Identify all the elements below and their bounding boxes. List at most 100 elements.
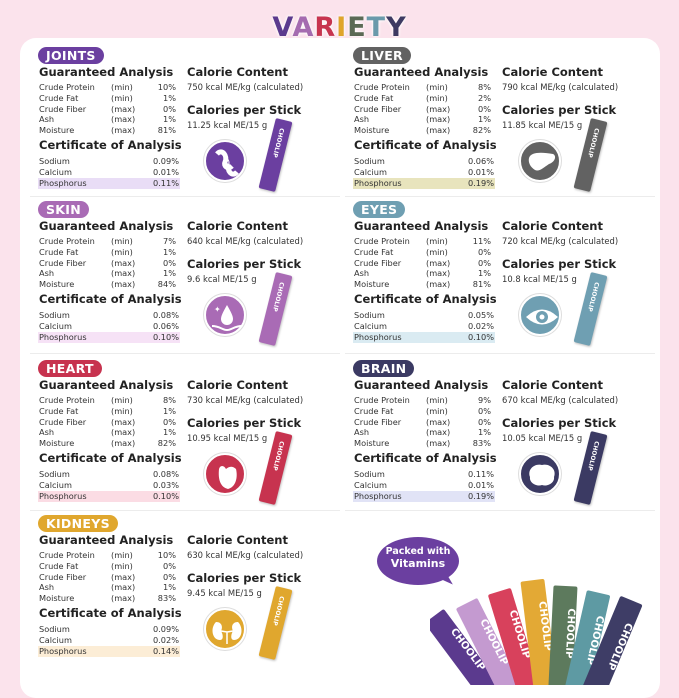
liver-icon bbox=[519, 140, 561, 182]
nutrient-qualifier: (max) bbox=[111, 427, 136, 438]
nutrient-qualifier: (max) bbox=[426, 125, 451, 136]
mineral-name: Calcium bbox=[39, 480, 72, 490]
liver-label: LIVER bbox=[353, 47, 411, 64]
panel-brain: BRAIN Guaranteed Analysis Crude Protein … bbox=[353, 360, 663, 510]
nutrient-name: Ash bbox=[354, 114, 370, 125]
bubble-line-2: Vitamins bbox=[390, 557, 446, 570]
nutrient-name: Crude Fiber bbox=[354, 257, 402, 268]
nutrient-name: Crude Protein bbox=[39, 82, 95, 92]
calorie-content-value: 640 kcal ME/kg (calculated) bbox=[187, 236, 304, 246]
nutrient-name: Moisture bbox=[354, 279, 390, 290]
nutrient-value: 0% bbox=[163, 416, 176, 427]
certificate-heading: Certificate of Analysis bbox=[39, 138, 182, 152]
guaranteed-row: Crude Fat (min) 2% bbox=[353, 93, 495, 104]
stick-brand: CHOOLIP bbox=[271, 440, 286, 472]
certificate-row: Sodium 0.08% bbox=[38, 469, 180, 480]
svg-text:✦: ✦ bbox=[214, 305, 221, 314]
mineral-value: 0.01% bbox=[467, 480, 494, 490]
eye-icon bbox=[519, 294, 561, 336]
calorie-content-value: 750 kcal ME/kg (calculated) bbox=[187, 82, 304, 92]
nutrient-name: Moisture bbox=[39, 593, 75, 604]
nutrient-qualifier: (min) bbox=[426, 92, 448, 103]
nutrient-value: 0% bbox=[478, 246, 491, 257]
kidneys-product-stick: CHOOLIP bbox=[258, 586, 293, 660]
nutrient-name: Crude Fat bbox=[39, 92, 79, 103]
calories-per-stick-value: 11.85 kcal ME/15 g bbox=[502, 120, 583, 130]
certificate-row: Phosphorus 0.10% bbox=[38, 491, 180, 502]
guaranteed-row: Moisture (max) 82% bbox=[353, 125, 495, 136]
mineral-name: Phosphorus bbox=[39, 178, 87, 188]
nutrient-qualifier: (min) bbox=[111, 82, 133, 92]
nutrient-name: Moisture bbox=[39, 438, 75, 449]
divider bbox=[345, 196, 655, 197]
stick-body bbox=[430, 609, 521, 685]
guaranteed-row: Ash (max) 1% bbox=[353, 268, 495, 279]
nutrient-value: 0% bbox=[163, 103, 176, 114]
nutrient-value: 0% bbox=[163, 560, 176, 571]
nutrient-value: 1% bbox=[163, 405, 176, 416]
mineral-value: 0.10% bbox=[467, 332, 494, 342]
nutrient-value: 0% bbox=[163, 571, 176, 582]
guaranteed-row: Moisture (max) 83% bbox=[353, 438, 495, 449]
nutrient-qualifier: (max) bbox=[111, 257, 136, 268]
mineral-name: Phosphorus bbox=[354, 491, 402, 501]
mineral-value: 0.05% bbox=[467, 310, 494, 320]
nutrient-qualifier: (max) bbox=[111, 416, 136, 427]
nutrient-qualifier: (max) bbox=[111, 279, 136, 290]
guaranteed-analysis-heading: Guaranteed Analysis bbox=[354, 65, 489, 79]
certificate-row: Calcium 0.01% bbox=[353, 167, 495, 178]
panel-heart: HEART Guaranteed Analysis Crude Protein … bbox=[38, 360, 348, 510]
page-title: VARIETY bbox=[0, 12, 679, 44]
nutrient-qualifier: (min) bbox=[426, 395, 448, 405]
certificate-heading: Certificate of Analysis bbox=[354, 451, 497, 465]
certificate-row: Phosphorus 0.19% bbox=[353, 491, 495, 502]
nutrient-qualifier: (min) bbox=[426, 236, 448, 246]
mineral-value: 0.01% bbox=[467, 167, 494, 177]
joint-icon bbox=[204, 140, 246, 182]
nutrient-name: Crude Protein bbox=[354, 236, 410, 246]
heart-icon bbox=[204, 453, 246, 495]
nutrient-value: 82% bbox=[157, 438, 176, 449]
nutrient-qualifier: (max) bbox=[426, 427, 451, 438]
mineral-value: 0.11% bbox=[467, 469, 494, 479]
guaranteed-row: Crude Fat (min) 1% bbox=[38, 406, 180, 417]
nutrient-value: 1% bbox=[163, 427, 176, 438]
nutrient-value: 1% bbox=[163, 92, 176, 103]
nutrient-qualifier: (min) bbox=[426, 405, 448, 416]
mineral-value: 0.09% bbox=[152, 624, 179, 634]
nutrient-name: Crude Fiber bbox=[39, 257, 87, 268]
calories-per-stick-heading: Calories per Stick bbox=[502, 103, 617, 117]
title-letter: R bbox=[314, 12, 337, 44]
guaranteed-analysis-heading: Guaranteed Analysis bbox=[39, 533, 174, 547]
panel-eyes: EYES Guaranteed Analysis Crude Protein (… bbox=[353, 201, 663, 351]
nutrient-value: 1% bbox=[163, 114, 176, 125]
brain-label: BRAIN bbox=[353, 360, 415, 377]
kidney-icon bbox=[204, 608, 246, 650]
nutrient-qualifier: (max) bbox=[426, 268, 451, 279]
skin-product-stick: CHOOLIP bbox=[258, 272, 293, 346]
nutrient-name: Crude Fat bbox=[39, 560, 79, 571]
stick-brand: CHOOLIP bbox=[271, 127, 286, 159]
nutrient-value: 10% bbox=[157, 82, 176, 92]
stick-body bbox=[488, 588, 549, 685]
guaranteed-row: Ash (max) 1% bbox=[38, 268, 180, 279]
certificate-heading: Certificate of Analysis bbox=[39, 292, 182, 306]
mineral-name: Calcium bbox=[39, 321, 72, 331]
calories-per-stick-value: 9.6 kcal ME/15 g bbox=[187, 274, 257, 284]
guaranteed-row: Crude Fiber (max) 0% bbox=[38, 417, 180, 428]
certificate-row: Sodium 0.08% bbox=[38, 310, 180, 321]
nutrient-value: 1% bbox=[163, 582, 176, 593]
divider bbox=[30, 196, 340, 197]
nutrient-value: 0% bbox=[163, 257, 176, 268]
guaranteed-row: Crude Protein (min) 8% bbox=[38, 395, 180, 406]
nutrient-value: 2% bbox=[478, 92, 491, 103]
guaranteed-row: Crude Protein (min) 7% bbox=[38, 236, 180, 247]
divider bbox=[30, 510, 340, 511]
calorie-content-value: 670 kcal ME/kg (calculated) bbox=[502, 395, 619, 405]
guaranteed-row: Ash (max) 1% bbox=[353, 427, 495, 438]
certificate-row: Calcium 0.06% bbox=[38, 321, 180, 332]
nutrient-name: Ash bbox=[39, 114, 55, 125]
nutrient-name: Crude Protein bbox=[354, 395, 410, 405]
mineral-name: Sodium bbox=[39, 624, 70, 634]
nutrient-value: 7% bbox=[163, 236, 176, 246]
